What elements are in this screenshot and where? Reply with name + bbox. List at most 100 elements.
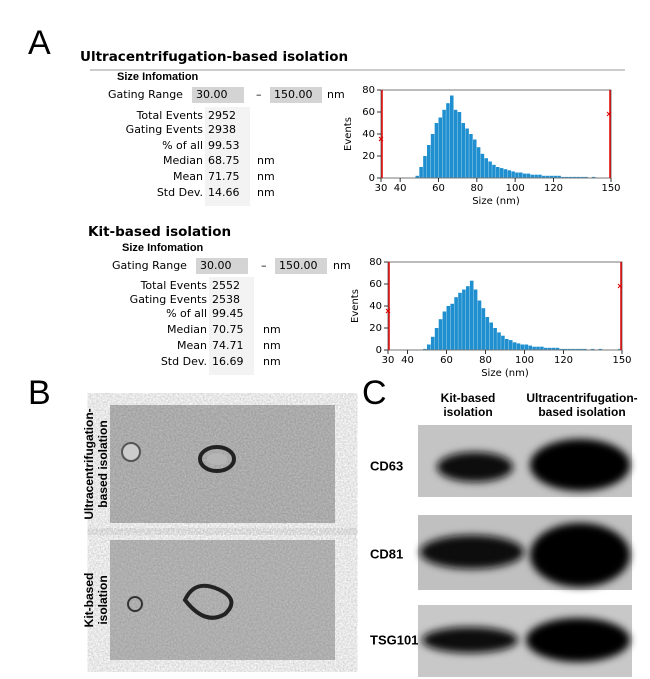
bar [542, 175, 546, 178]
info-title: Size Infomation [122, 242, 204, 254]
bar [528, 345, 532, 350]
x-tick-label: 80 [470, 183, 483, 194]
western-blots [418, 425, 632, 677]
info-value: 2552 [212, 279, 240, 292]
info-unit: nm [257, 170, 275, 183]
bar [476, 147, 481, 178]
bar [598, 348, 603, 350]
info-label: Gating Events [130, 293, 208, 306]
bar [481, 308, 486, 350]
y-tick-label: 80 [369, 257, 382, 268]
x-tick-label: 40 [401, 355, 414, 366]
gating-unit: nm [327, 88, 345, 101]
bar [576, 176, 581, 178]
bar [485, 317, 490, 350]
x-axis-label: Size (nm) [481, 368, 529, 379]
bar [563, 348, 568, 350]
bar [567, 348, 571, 350]
bar [434, 328, 439, 350]
bar [580, 176, 584, 178]
bar [571, 348, 575, 350]
bar [450, 95, 454, 178]
column-header: Kit-based [441, 391, 496, 405]
bar [462, 289, 466, 350]
bar [516, 343, 521, 350]
bar [492, 164, 496, 178]
section-title: Ultracentrifugation-based isolation [80, 49, 348, 65]
panel-label: C [362, 374, 387, 412]
x-tick-label: 30 [375, 183, 388, 194]
bar [488, 161, 492, 178]
bar [568, 176, 573, 178]
plot-frame [380, 89, 612, 179]
tem-images [110, 405, 335, 660]
bar [493, 328, 497, 350]
info-label: Total Events [140, 279, 208, 292]
gating-sep: – [256, 88, 262, 101]
bar [469, 280, 474, 350]
bar [512, 342, 517, 350]
image-label: Kit-based [82, 573, 96, 628]
y-tick-label: 40 [362, 129, 375, 140]
y-tick-label: 40 [369, 301, 382, 312]
bar [454, 297, 458, 350]
y-tick-label: 0 [369, 173, 375, 184]
x-tick-label: 40 [394, 183, 407, 194]
info-value: 16.69 [212, 355, 244, 368]
bar [446, 306, 451, 350]
bar [453, 109, 458, 178]
info-value: 2538 [212, 293, 240, 306]
bar [458, 292, 462, 350]
bar [505, 339, 509, 350]
info-label: Median [163, 154, 203, 167]
bar [575, 348, 579, 350]
x-tick-label: 100 [506, 183, 525, 194]
x-tick-label: 30 [382, 355, 395, 366]
bar [423, 348, 427, 350]
bar [427, 145, 431, 178]
gating-box [270, 87, 322, 103]
info-value: 70.75 [212, 323, 244, 336]
x-tick-label: 120 [554, 355, 573, 366]
y-axis-label: Events [350, 289, 361, 323]
info-unit: nm [263, 355, 281, 368]
bar [465, 128, 469, 178]
bar [438, 117, 443, 178]
info-label: Total Events [136, 109, 204, 122]
bar [520, 344, 525, 350]
info-title: Size Infomation [117, 71, 199, 83]
bar [501, 335, 505, 350]
bar [427, 344, 431, 350]
bar [579, 348, 583, 350]
section-title: Kit-based isolation [88, 224, 231, 240]
y-tick-label: 20 [369, 323, 382, 334]
gating-box [275, 258, 327, 274]
panel-label: B [28, 374, 51, 412]
info-value: 99.53 [208, 139, 240, 152]
bar [544, 347, 548, 350]
bar [480, 153, 485, 178]
info-label: Mean [177, 339, 207, 352]
info-value: 99.45 [212, 307, 244, 320]
bar [430, 134, 435, 178]
bar [532, 346, 536, 350]
bar [430, 336, 435, 350]
bar [549, 175, 554, 178]
value-column [205, 107, 250, 206]
y-tick-label: 60 [362, 107, 375, 118]
bar [423, 156, 427, 178]
info-value: 2938 [208, 123, 236, 136]
panel-label: A [28, 24, 51, 62]
bar [511, 171, 515, 178]
x-tick-label: 60 [440, 355, 453, 366]
image-label: isolation [96, 575, 110, 624]
row-label: CD81 [370, 546, 403, 561]
gating-low: 30.00 [196, 88, 228, 101]
info-value: 68.75 [208, 154, 240, 167]
bar [551, 347, 556, 350]
info-value: 71.75 [208, 170, 240, 183]
x-axis-label: Size (nm) [472, 196, 520, 207]
x-tick-label: 100 [515, 355, 534, 366]
bar [524, 344, 529, 350]
